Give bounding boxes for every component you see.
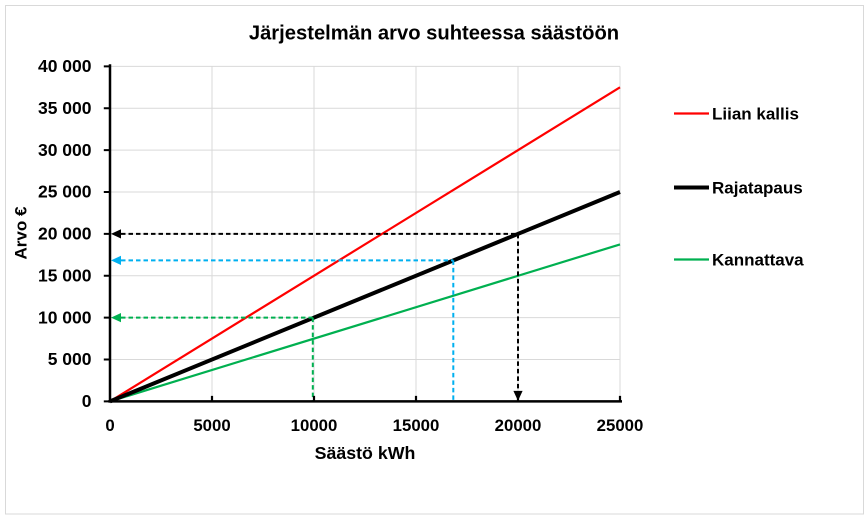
svg-text:25000: 25000 xyxy=(597,416,644,435)
svg-text:15 000: 15 000 xyxy=(38,266,92,286)
svg-text:10000: 10000 xyxy=(291,416,338,435)
svg-text:0: 0 xyxy=(82,391,92,411)
svg-text:5 000: 5 000 xyxy=(48,349,92,369)
svg-text:Järjestelmän arvo suhteessa sä: Järjestelmän arvo suhteessa säästöön xyxy=(249,22,619,44)
svg-text:Rajatapaus: Rajatapaus xyxy=(712,179,803,198)
svg-text:Säästö kWh: Säästö kWh xyxy=(315,443,416,463)
svg-text:40 000: 40 000 xyxy=(38,56,92,76)
svg-text:30 000: 30 000 xyxy=(38,140,92,160)
svg-text:Liian kallis: Liian kallis xyxy=(712,105,799,124)
svg-text:20 000: 20 000 xyxy=(38,224,92,244)
svg-text:10 000: 10 000 xyxy=(38,307,92,327)
svg-text:Arvo €: Arvo € xyxy=(12,206,31,259)
svg-text:15000: 15000 xyxy=(393,416,440,435)
svg-text:20000: 20000 xyxy=(495,416,542,435)
svg-text:Kannattava: Kannattava xyxy=(712,251,804,270)
svg-text:5000: 5000 xyxy=(193,416,230,435)
svg-text:35 000: 35 000 xyxy=(38,98,92,118)
svg-text:25 000: 25 000 xyxy=(38,182,92,202)
svg-text:0: 0 xyxy=(105,416,114,435)
